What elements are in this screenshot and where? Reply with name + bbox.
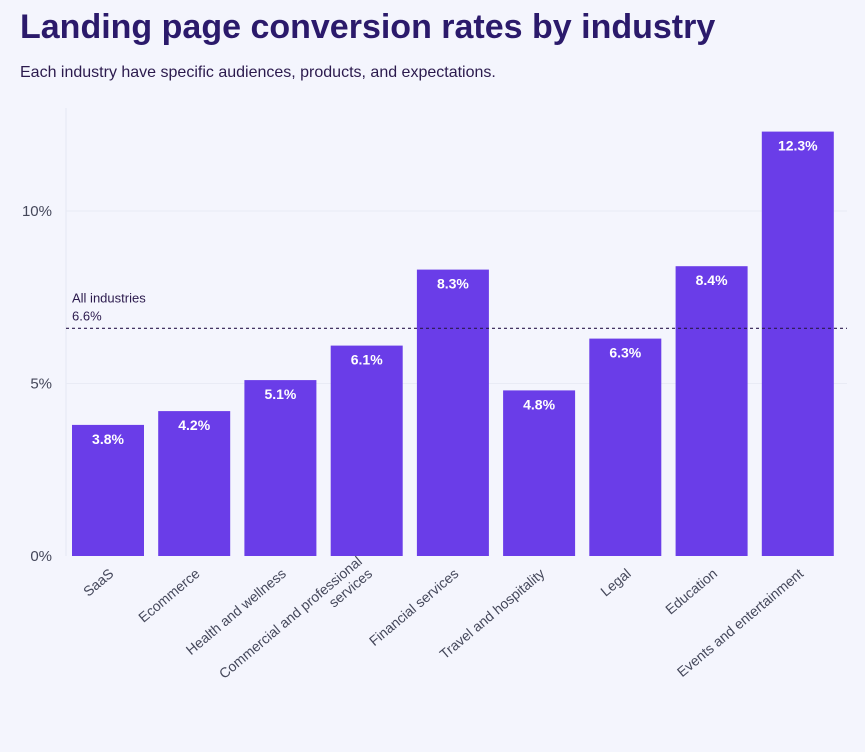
x-tick-label: Financial services: [366, 565, 462, 649]
bar-value-label: 8.3%: [437, 276, 469, 292]
bar: [330, 345, 403, 556]
bar-value-label: 3.8%: [92, 431, 124, 447]
bar-value-label: 8.4%: [696, 272, 728, 288]
x-tick-label: Ecommerce: [135, 565, 203, 625]
bar: [158, 411, 231, 556]
x-tick-label-group: Education: [662, 565, 720, 617]
y-tick-label: 0%: [30, 548, 52, 565]
reference-line-value: 6.6%: [72, 308, 102, 323]
x-tick-label-group: Ecommerce: [135, 565, 203, 625]
bar-value-label: 6.1%: [351, 352, 383, 368]
y-tick-label: 10%: [22, 203, 52, 220]
bar-value-label: 6.3%: [609, 345, 641, 361]
bar: [416, 269, 489, 556]
chart-title: Landing page conversion rates by industr…: [20, 8, 716, 46]
reference-line-label: All industries: [72, 290, 146, 305]
bar: [72, 424, 144, 556]
y-tick-label: 5%: [30, 376, 52, 393]
bar: [761, 131, 834, 556]
x-tick-label: Legal: [597, 565, 634, 599]
bar: [503, 390, 576, 556]
chart-subtitle: Each industry have specific audiences, p…: [20, 64, 496, 81]
bar-value-label: 4.2%: [178, 417, 210, 433]
bar: [675, 266, 748, 556]
x-tick-label: Education: [662, 565, 720, 617]
x-tick-label: SaaS: [80, 565, 117, 599]
bar-value-label: 12.3%: [778, 138, 818, 154]
bar: [589, 338, 662, 556]
x-tick-label-group: SaaS: [80, 565, 117, 599]
bar-value-label: 5.1%: [264, 386, 296, 402]
bar-value-label: 4.8%: [523, 396, 555, 412]
x-tick-label-group: Legal: [597, 565, 634, 599]
x-tick-label-group: Financial services: [366, 565, 462, 649]
bar: [244, 380, 317, 556]
